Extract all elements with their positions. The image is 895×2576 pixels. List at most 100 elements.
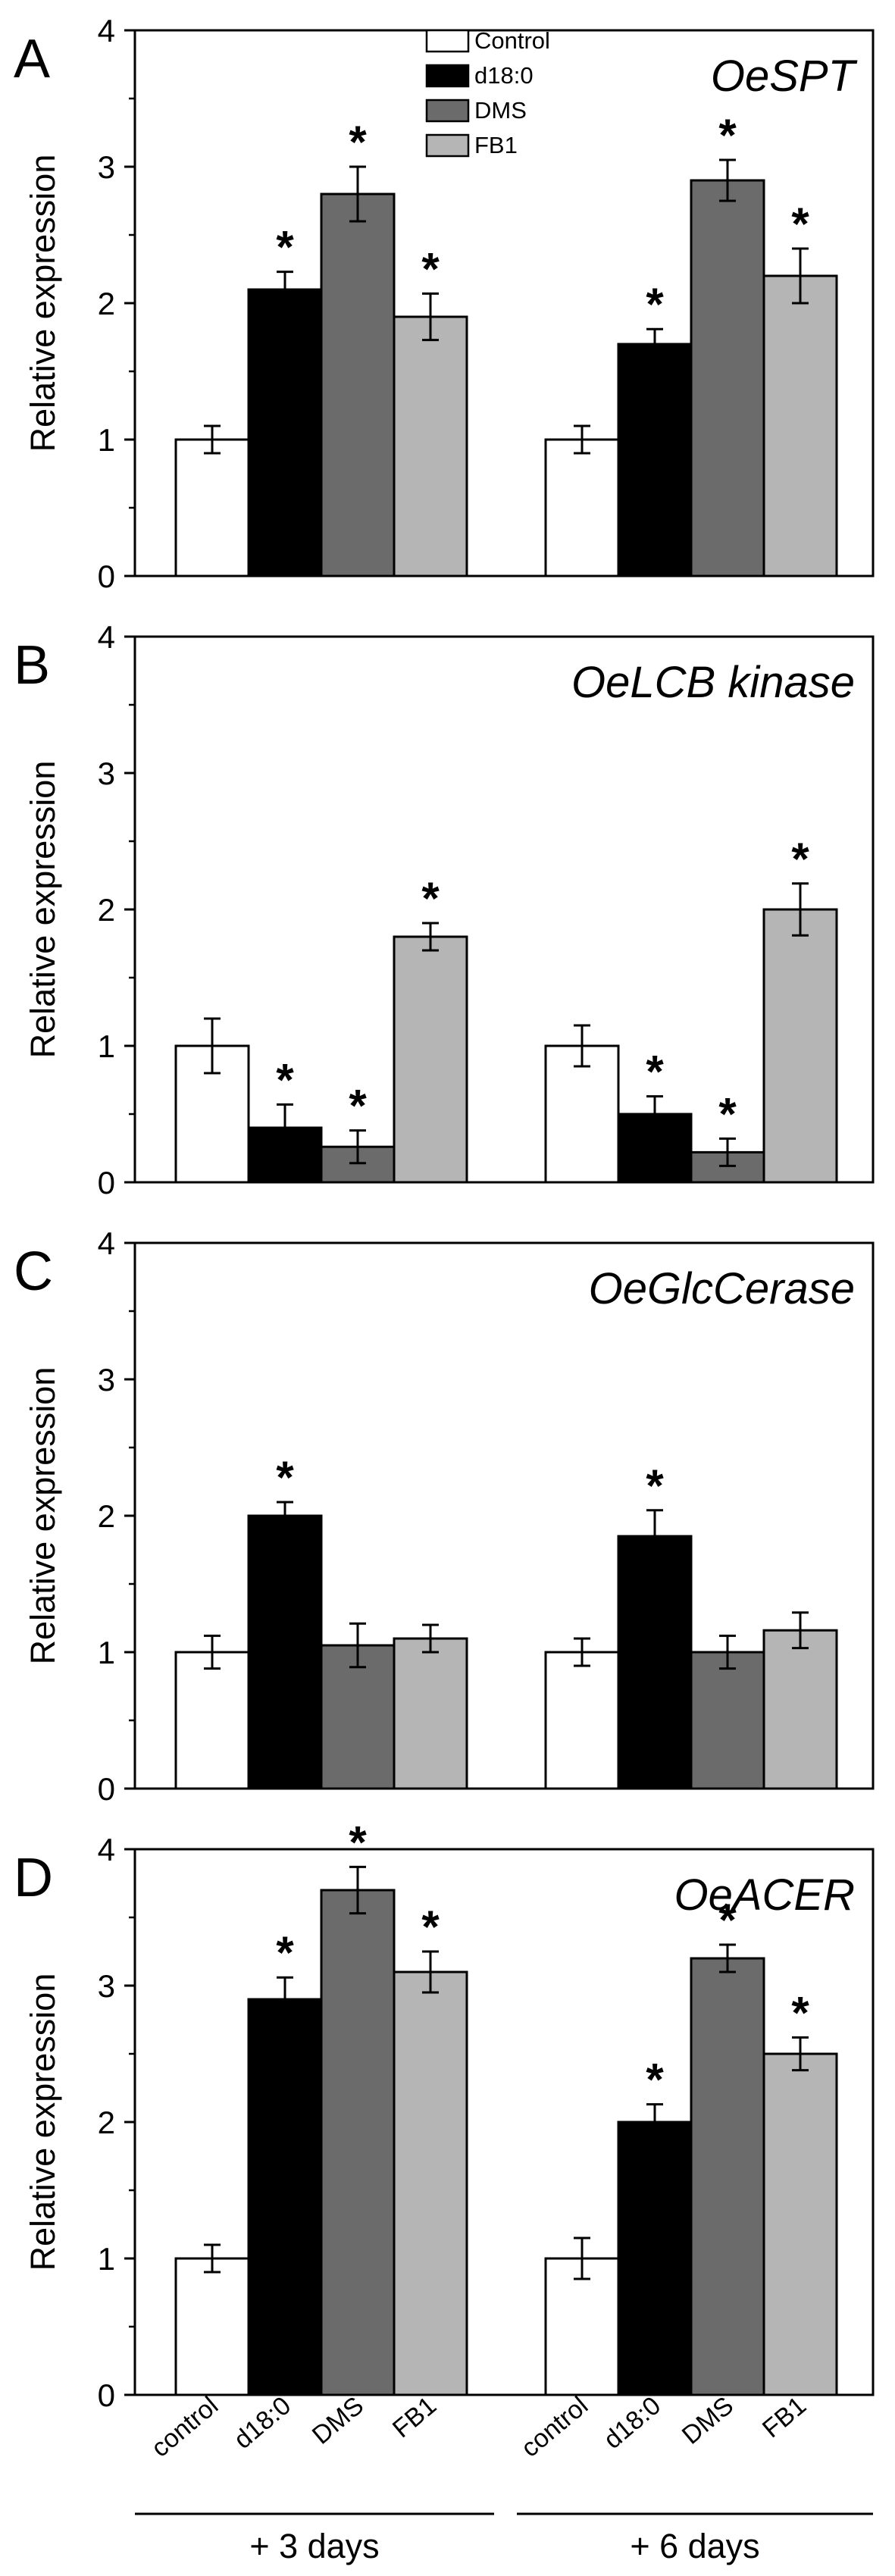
panel-d-significance-marker: * [276,1927,294,1978]
panel-d-xtick-label: FB1 [387,2391,442,2443]
legend-label-dms: DMS [474,97,527,124]
panel-c-ylabel: Relative expression [23,1367,62,1665]
panel-a-bar [320,192,396,577]
panel-d-significance-marker: * [421,1901,440,1952]
panel-b-bar [393,935,468,1184]
panel-b-significance-marker: * [646,1047,664,1097]
panel-d-significance-marker: * [718,1895,737,1945]
panel-a-bar [174,438,250,577]
panel-d-ytick-label: 0 [98,2377,115,2413]
panel-a-ytick-label: 1 [98,422,115,458]
panel-a-significance-marker: * [421,243,440,294]
panel-d-ytick-label: 4 [98,1832,115,1867]
panel-c-bar [174,1651,250,1790]
legend: Control d18:0 DMS FB1 [425,27,550,158]
panel-c-bar [762,1629,838,1790]
panel-c-ytick-label: 3 [98,1362,115,1398]
panel-c-bar [690,1651,765,1790]
panel-b-ytick-label: 4 [98,619,115,655]
panel-d-bar [320,1889,396,2396]
panel-a-significance-marker: * [646,279,664,330]
panel-d-bar [247,1998,323,2396]
panel-d-xtick-label: control [516,2391,594,2463]
panel-d-panel-letter: D [14,1848,53,1908]
group-label-6-days: + 6 days [630,2527,759,2565]
panel-b-ylabel: Relative expression [23,761,62,1059]
panel-b-significance-marker: * [349,1081,367,1131]
panel-a-gene-title: OeSPT [711,52,858,101]
legend-swatch-control [425,29,470,53]
legend-label-fb1: FB1 [474,132,518,158]
panel-a-ytick-label: 0 [98,559,115,594]
panel-c-bar [544,1651,620,1790]
panel-b-ytick-label: 2 [98,892,115,928]
panel-c-bar [617,1535,693,1790]
panel-a-bar [544,438,620,577]
panel-d-significance-marker: * [349,1817,367,1867]
panel-d-xtick-label: DMS [677,2391,739,2450]
panel-c-significance-marker: * [646,1460,664,1511]
panel-b-ytick-label: 0 [98,1165,115,1200]
panel-a-ytick-label: 3 [98,149,115,185]
panel-a-ytick-label: 2 [98,286,115,321]
panel-b-bar [544,1044,620,1184]
group-label-3-days: + 3 days [249,2527,379,2565]
panel-c-bar [247,1514,323,1790]
group-label-row: + 3 days + 6 days [135,2512,873,2565]
panel-b-significance-marker: * [421,873,440,924]
panel-d-gene-title: OeACER [674,1870,855,1920]
legend-swatch-dms [425,99,470,123]
legend-swatch-fb1 [425,133,470,158]
panel-b-bar [762,908,838,1184]
panel-c-significance-marker: * [276,1452,294,1503]
panel-d-significance-marker: * [646,2055,664,2105]
panel-a-significance-marker: * [349,117,367,167]
panel-c-ytick-label: 2 [98,1498,115,1534]
panel-d-significance-marker: * [791,1987,809,2038]
panel-b-gene-title: OeLCB kinase [571,658,855,707]
legend-swatch-d180 [425,64,470,88]
panel-d-ytick-label: 3 [98,1968,115,2004]
panel-d-ylabel: Relative expression [23,1973,62,2271]
panels: 0 1 2 3 4 Relative expression A OeSPT * * * * * * 0 1 2 3… [14,13,875,2463]
panel-a-bar [247,288,323,577]
panel-d-ytick-label: 2 [98,2105,115,2140]
panel-d-xtick-label: DMS [307,2391,369,2450]
panel-b-significance-marker: * [276,1054,294,1105]
panel-d-bar [690,1957,765,2396]
panel-c-ytick-label: 1 [98,1635,115,1670]
panel-c-panel-letter: C [14,1241,53,1302]
panel-a-bar [690,179,765,577]
panel-d-xtick-label: d18:0 [599,2391,667,2455]
panel-d-xtick-label: FB1 [757,2391,812,2443]
panel-d-bar [617,2121,693,2396]
panel-b-significance-marker: * [718,1088,737,1139]
panel-a: 0 1 2 3 4 Relative expression A OeSPT * * * * * * [14,13,875,594]
panel-c: 0 1 2 3 4 Relative expression C OeGlcCerase * * [14,1225,875,1807]
legend-label-control: Control [474,27,550,54]
panel-a-significance-marker: * [791,199,809,249]
panel-a-significance-marker: * [718,110,737,161]
panel-d-ytick-label: 1 [98,2241,115,2277]
panel-a-panel-letter: A [14,29,50,89]
panel-c-bar [393,1637,468,1790]
panel-b: 0 1 2 3 4 Relative expression B OeLCB kinase * * *… [14,619,875,1200]
panel-d-bar [174,2257,250,2396]
panel-b-panel-letter: B [14,635,50,696]
panel-a-bar [617,343,693,577]
panel-a-significance-marker: * [276,222,294,273]
panel-c-ytick-label: 0 [98,1771,115,1807]
panel-a-bar [762,274,838,577]
panel-a-ytick-label: 4 [98,13,115,49]
panel-b-ytick-label: 3 [98,756,115,791]
panel-a-ylabel: Relative expression [23,155,62,452]
panel-d-bar [393,1970,468,2396]
panel-d-xtick-label: control [146,2391,224,2463]
panel-b-significance-marker: * [791,834,809,884]
panel-b-ytick-label: 1 [98,1028,115,1064]
legend-label-d180: d18:0 [474,62,534,89]
panel-a-bar [393,315,468,577]
panel-d-xtick-label: d18:0 [229,2391,297,2455]
